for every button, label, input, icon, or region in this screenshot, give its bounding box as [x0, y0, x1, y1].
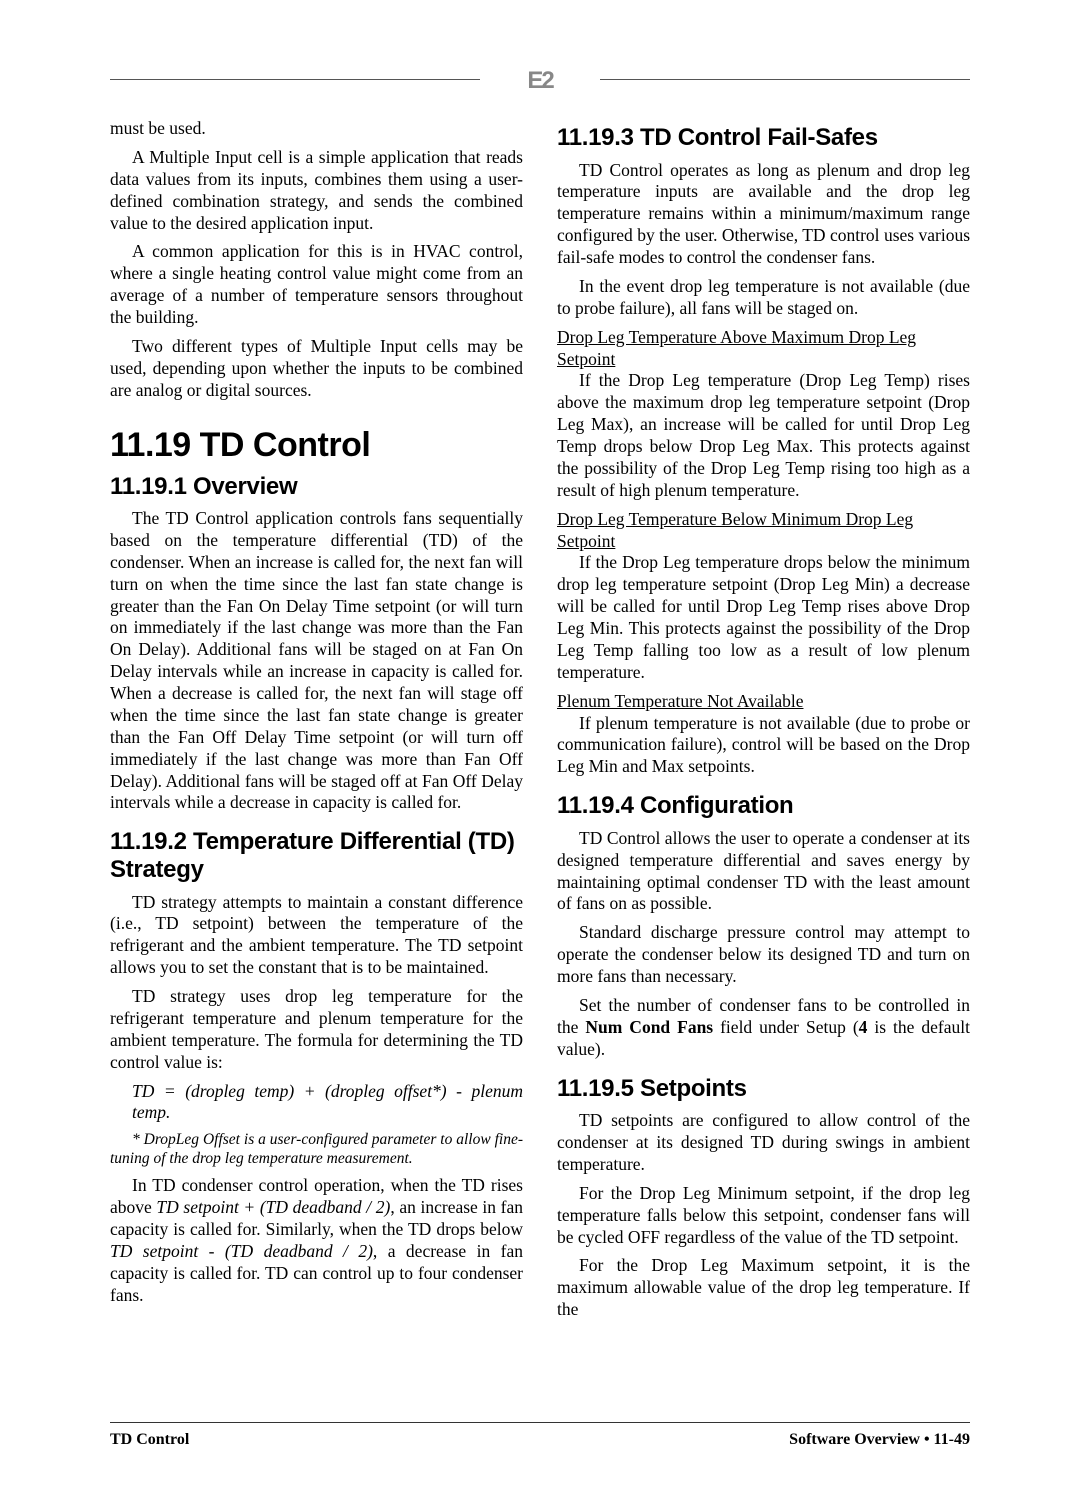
- body-text: TD Control allows the user to operate a …: [557, 828, 970, 916]
- formula-text: TD = (dropleg temp) + (dropleg offset*) …: [110, 1081, 523, 1125]
- footer-rule: [110, 1422, 970, 1423]
- body-text: If plenum temperature is not available (…: [557, 713, 970, 779]
- body-text: must be used.: [110, 118, 523, 140]
- body-text: For the Drop Leg Maximum setpoint, it is…: [557, 1255, 970, 1321]
- underline-subheading: Drop Leg Temperature Above Maximum Drop …: [557, 327, 970, 371]
- inline-italic: TD setpoint + (TD deadband / 2): [156, 1197, 390, 1217]
- body-text: If the Drop Leg temperature drops below …: [557, 552, 970, 683]
- right-column: 11.19.3 TD Control Fail-Safes TD Control…: [557, 118, 970, 1328]
- section-heading: 11.19 TD Control: [110, 426, 523, 465]
- left-column: must be used. A Multiple Input cell is a…: [110, 118, 523, 1328]
- text-run: field under Setup (: [713, 1017, 859, 1037]
- body-text: A Multiple Input cell is a simple applic…: [110, 147, 523, 235]
- subsection-heading: 11.19.3 TD Control Fail-Safes: [557, 124, 970, 152]
- subsection-heading: 11.19.2 Temperature Differential (TD) St…: [110, 828, 523, 883]
- body-text: A common application for this is in HVAC…: [110, 241, 523, 329]
- subsection-heading: 11.19.1 Overview: [110, 473, 523, 501]
- footer-left: TD Control: [110, 1431, 189, 1449]
- e2-logo: E2: [527, 67, 552, 95]
- body-text: In TD condenser control operation, when …: [110, 1175, 523, 1306]
- subsection-heading: 11.19.5 Setpoints: [557, 1075, 970, 1103]
- body-text: Two different types of Multiple Input ce…: [110, 336, 523, 402]
- underline-subheading: Drop Leg Temperature Below Minimum Drop …: [557, 509, 970, 553]
- footer-right: Software Overview • 11-49: [789, 1431, 970, 1449]
- body-text: TD strategy attempts to maintain a const…: [110, 892, 523, 980]
- body-text: TD setpoints are configured to allow con…: [557, 1110, 970, 1176]
- header-rule-left: [110, 79, 480, 80]
- inline-bold: Num Cond Fans: [585, 1017, 713, 1037]
- body-text: Set the number of condenser fans to be c…: [557, 995, 970, 1061]
- body-text: If the Drop Leg temperature (Drop Leg Te…: [557, 370, 970, 501]
- inline-italic: TD setpoint - (TD deadband / 2): [110, 1241, 373, 1261]
- body-text: TD strategy uses drop leg temperature fo…: [110, 986, 523, 1074]
- body-text: For the Drop Leg Minimum setpoint, if th…: [557, 1183, 970, 1249]
- body-text: Standard discharge pressure control may …: [557, 922, 970, 988]
- body-text: The TD Control application controls fans…: [110, 508, 523, 814]
- subsection-heading: 11.19.4 Configuration: [557, 792, 970, 820]
- header-rule: E2: [110, 70, 970, 90]
- formula-italic: TD = (dropleg temp) + (dropleg offset*) …: [132, 1081, 523, 1123]
- page-footer: TD Control Software Overview • 11-49: [110, 1431, 970, 1449]
- body-text: TD Control operates as long as plenum an…: [557, 160, 970, 269]
- underline-subheading: Plenum Temperature Not Available: [557, 691, 970, 713]
- body-text: In the event drop leg temperature is not…: [557, 276, 970, 320]
- footnote-text: * DropLeg Offset is a user-configured pa…: [110, 1131, 523, 1168]
- content-columns: must be used. A Multiple Input cell is a…: [110, 118, 970, 1328]
- header-rule-right: [600, 79, 970, 80]
